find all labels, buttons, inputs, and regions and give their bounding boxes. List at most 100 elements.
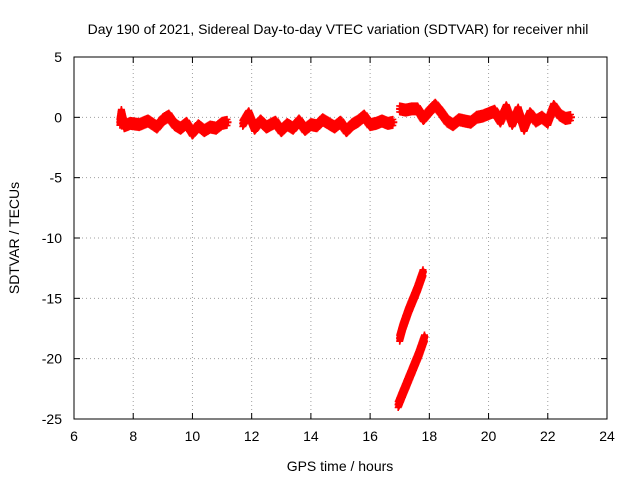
data-point — [307, 121, 315, 129]
x-tick-label: 12 — [244, 428, 260, 444]
data-point — [257, 117, 265, 125]
data-point — [405, 306, 413, 314]
y-tick-label: -25 — [42, 411, 62, 427]
y-tick-label: -5 — [50, 170, 63, 186]
data-point — [526, 110, 534, 118]
data-point — [366, 121, 374, 129]
data-point — [406, 372, 414, 380]
y-tick-label: -20 — [42, 351, 62, 367]
data-point — [502, 104, 510, 112]
data-point — [135, 121, 143, 129]
data-point — [348, 121, 356, 129]
data-point — [116, 118, 124, 126]
data-point — [206, 123, 214, 131]
x-tick-label: 20 — [481, 428, 497, 444]
data-point — [414, 285, 421, 293]
data-point — [271, 118, 279, 126]
data-point — [479, 112, 487, 120]
data-point — [399, 323, 407, 331]
data-point — [550, 103, 558, 110]
data-point — [437, 109, 445, 116]
data-point — [402, 106, 410, 114]
data-point — [514, 106, 522, 114]
data-point — [532, 117, 540, 125]
data-point — [218, 119, 226, 127]
data-point — [212, 124, 220, 132]
data-point — [419, 268, 427, 276]
data-point — [415, 350, 423, 358]
data-point — [496, 117, 504, 125]
tick-marks — [73, 56, 608, 420]
data-point — [325, 119, 333, 127]
x-tick-label: 8 — [129, 428, 137, 444]
data-point — [200, 127, 208, 135]
data-point — [301, 125, 309, 133]
series-group — [239, 107, 398, 138]
data-point — [419, 115, 427, 122]
data-point — [408, 105, 416, 113]
data-point — [283, 121, 291, 129]
data-point — [360, 112, 368, 120]
data-point — [277, 127, 285, 135]
data-point — [400, 386, 408, 394]
data-point — [245, 110, 253, 118]
x-axis-label: GPS time / hours — [287, 458, 394, 474]
y-tick-label: 0 — [54, 109, 62, 125]
data-point — [159, 116, 167, 124]
data-point — [520, 124, 528, 132]
data-point — [188, 129, 196, 137]
series-group — [396, 98, 575, 135]
x-tick-label: 18 — [422, 428, 438, 444]
x-tick-label: 16 — [362, 428, 378, 444]
data-point — [144, 117, 152, 125]
x-tick-label: 24 — [599, 428, 615, 444]
data-point — [396, 334, 404, 342]
data-point — [194, 122, 202, 130]
data-point — [372, 119, 380, 127]
data-point — [411, 292, 418, 300]
data-point — [153, 123, 161, 131]
series-group — [116, 106, 232, 140]
data-point — [183, 119, 190, 127]
data-point — [416, 276, 424, 284]
data-point — [485, 110, 493, 118]
x-tick-label: 22 — [540, 428, 556, 444]
data-point — [263, 123, 270, 131]
data-point — [126, 119, 134, 127]
data-point — [397, 393, 405, 401]
data-point — [556, 111, 564, 119]
data-point — [354, 117, 362, 125]
data-point — [425, 107, 433, 115]
data-point — [295, 117, 303, 125]
data-point — [224, 118, 232, 126]
data-point — [544, 118, 552, 126]
data-point — [431, 101, 439, 109]
data-point — [508, 119, 516, 127]
x-tick-label: 10 — [185, 428, 201, 444]
data-point — [412, 357, 420, 365]
data-point — [418, 341, 426, 349]
data-points — [116, 98, 575, 411]
data-point — [337, 118, 344, 126]
data-point — [461, 117, 469, 125]
y-tick-label: -15 — [42, 290, 62, 306]
data-point — [421, 333, 429, 341]
data-point — [342, 127, 350, 135]
x-tick-label: 14 — [303, 428, 319, 444]
data-point — [467, 118, 475, 126]
data-point — [251, 124, 259, 132]
data-point — [449, 121, 457, 129]
data-point — [384, 119, 392, 127]
data-point — [403, 379, 411, 387]
data-point — [289, 124, 297, 132]
data-point — [562, 115, 569, 122]
data-point — [414, 105, 421, 113]
data-point — [455, 116, 463, 124]
chart-title: Day 190 of 2021, Sidereal Day-to-day VTE… — [88, 21, 589, 37]
data-point — [443, 117, 451, 125]
series-group — [394, 331, 429, 411]
y-tick-label: 5 — [54, 49, 62, 65]
y-axis-label: SDTVAR / TECUs — [6, 182, 22, 294]
series-group — [396, 266, 427, 345]
